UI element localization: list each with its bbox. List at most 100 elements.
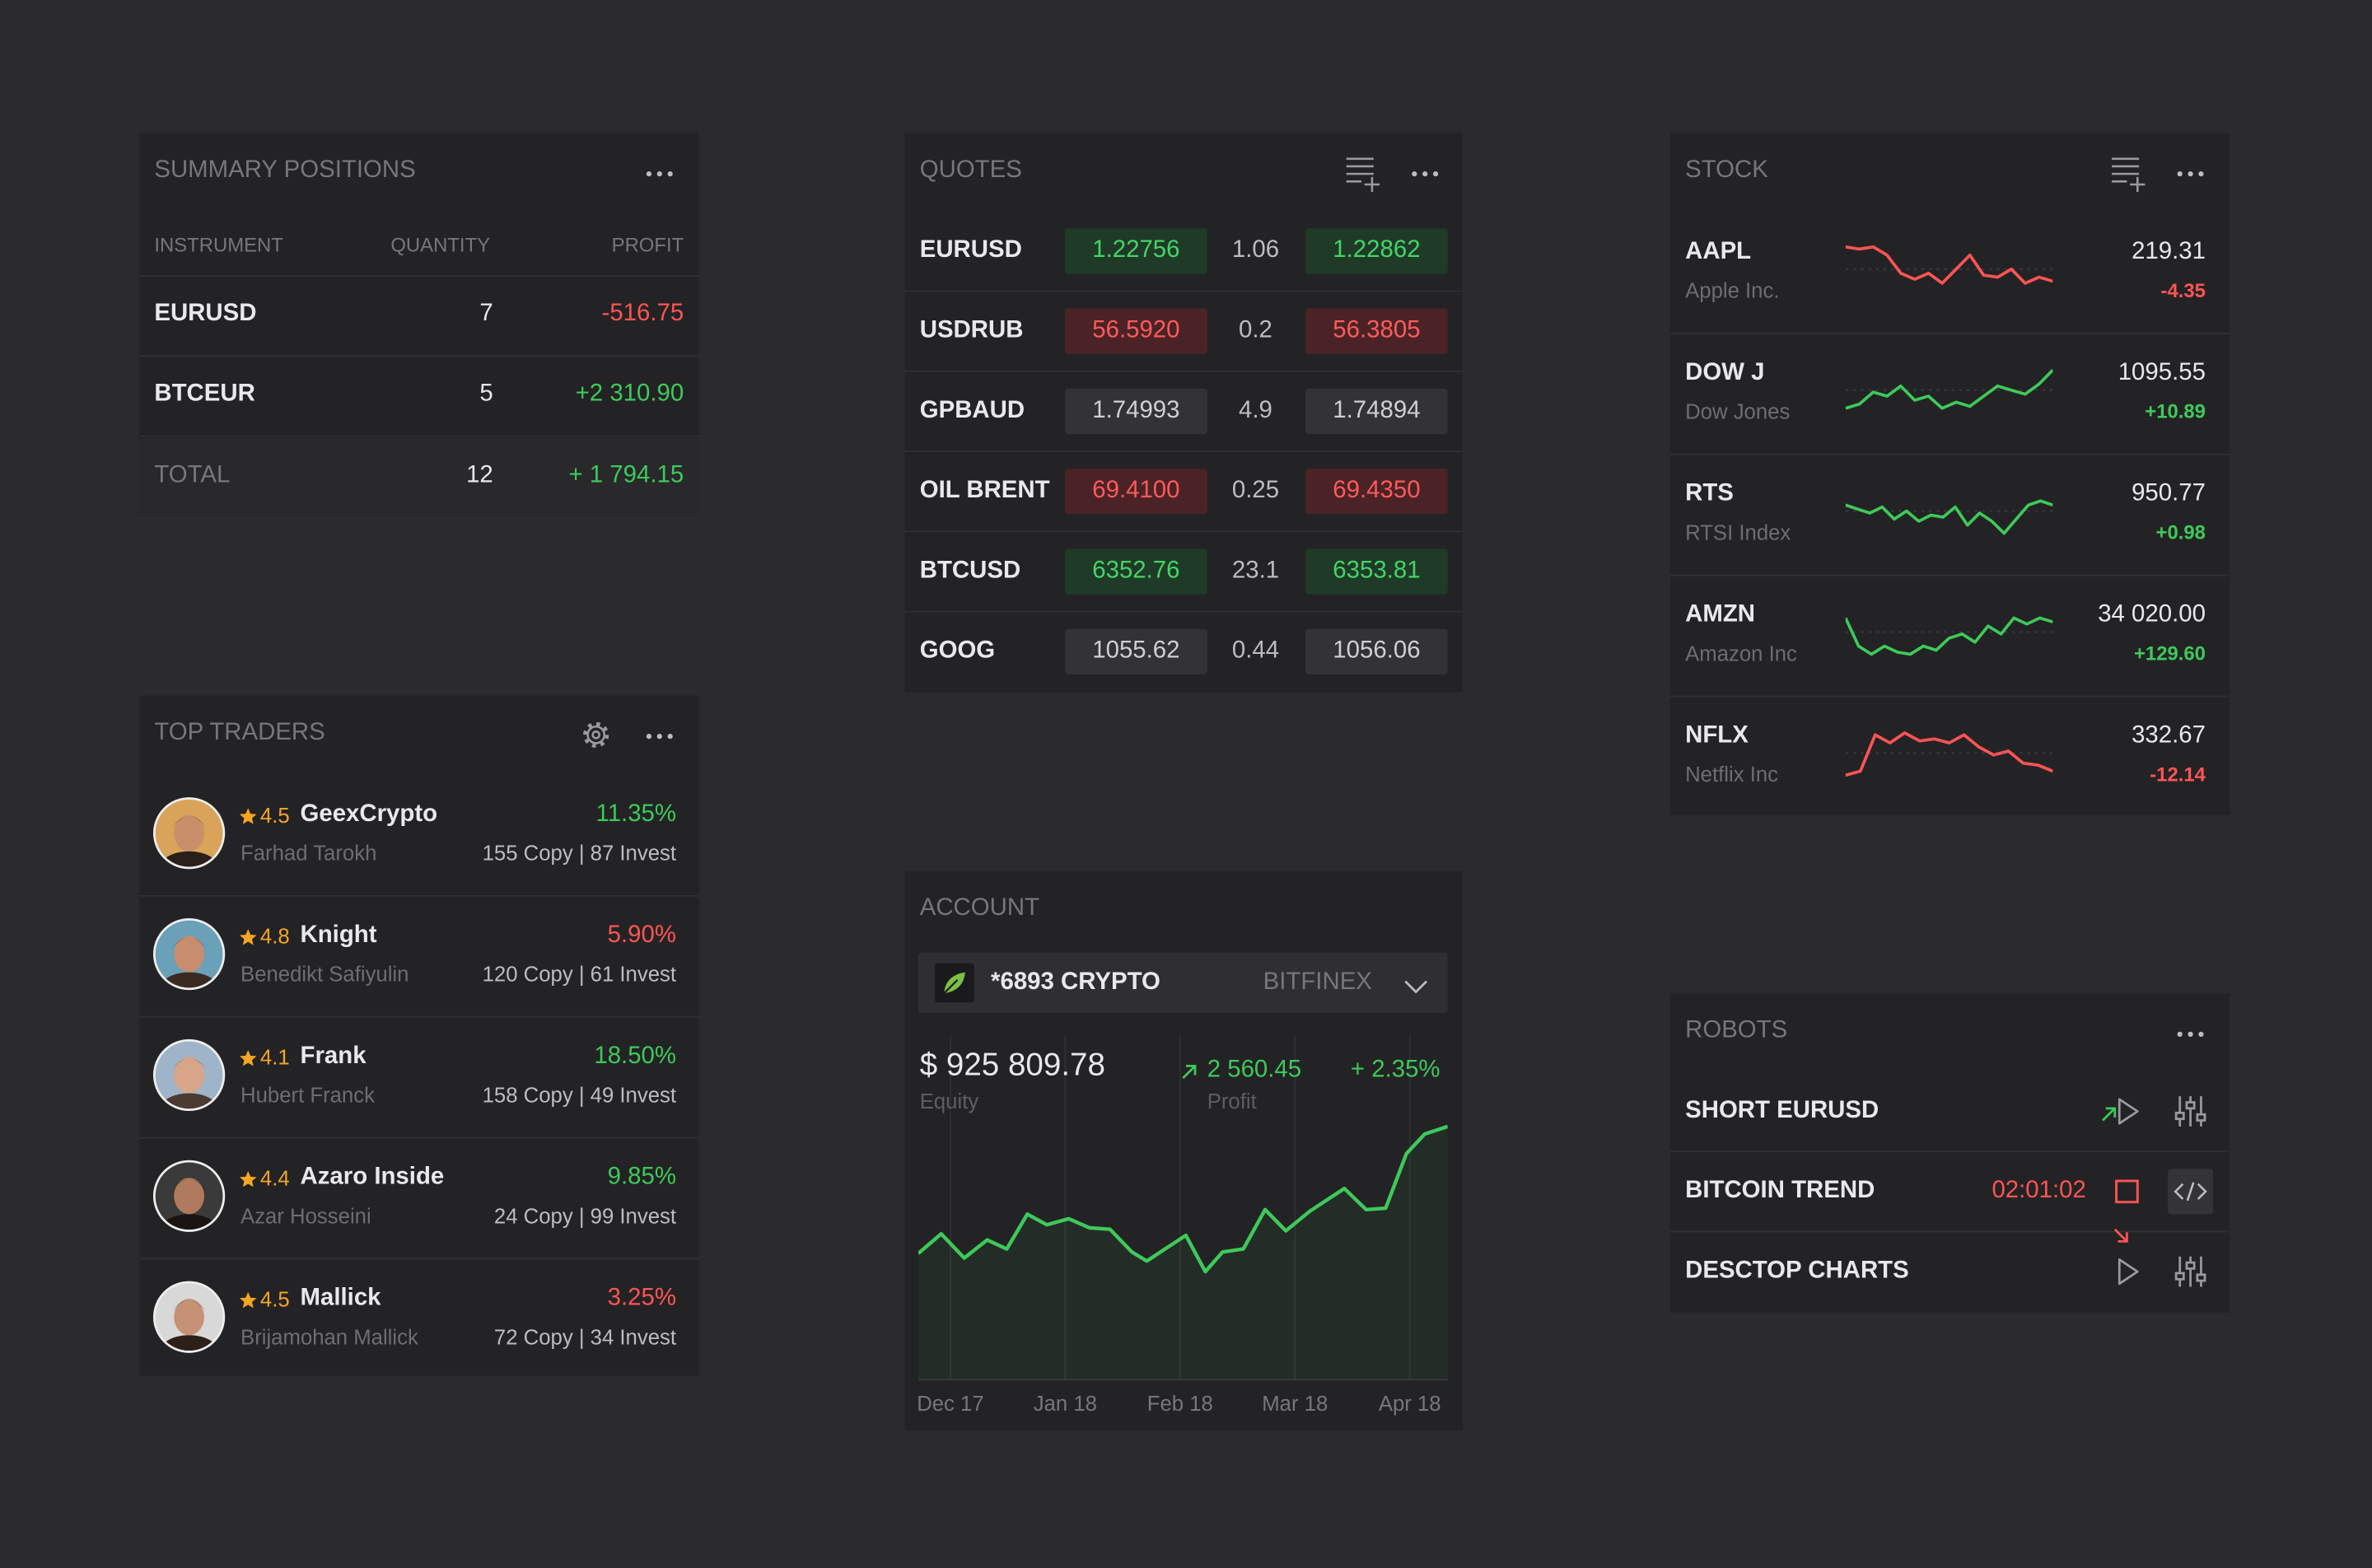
code-button-svg [2174,1182,2207,1202]
x-tick-label: Apr 18 [1378,1391,1441,1416]
row-divider [138,894,699,897]
avatar [152,1160,226,1232]
panel-title: STOCK [1685,156,1768,184]
profit: +2 310.90 [575,380,684,407]
account-dropdown[interactable] [918,952,1448,1014]
exchange-logo [935,963,974,1003]
dropdown-chevron[interactable] [1403,975,1428,994]
bid-cell [1065,388,1207,434]
rating-star-svg [239,1171,257,1188]
ask-cell [1305,388,1448,434]
spread: 4.9 [1239,397,1272,424]
bid: 56.5920 [1092,317,1180,343]
x-tick-label: Dec 17 [917,1391,984,1416]
row-divider [1669,1150,2230,1153]
trader-real-name: Hubert Franck [240,1082,375,1107]
spread: 0.25 [1231,478,1280,504]
sparkline-svg [1845,245,2053,285]
row-divider [138,1015,699,1018]
panel-title: ROBOTS [1685,1017,1788,1043]
stop-button-svg [2115,1179,2139,1204]
robot-name: BITCOIN TREND [1685,1178,1875,1204]
stop-button[interactable] [2115,1179,2139,1204]
play-button-svg [2118,1098,2139,1125]
price: 34 020.00 [2098,601,2206,628]
change: +10.89 [2145,399,2206,423]
panel-title: QUOTES [919,156,1022,184]
return: 3.25% [607,1285,677,1311]
add-list[interactable] [2110,154,2146,194]
equity-chart-svg [917,1035,1449,1381]
bid-cell [1065,548,1207,595]
trader-real-name: Farhad Tarokh [240,840,377,866]
bid-cell [1065,469,1207,515]
ask-cell [1305,548,1448,595]
more-menu[interactable] [644,726,675,744]
return: 9.85% [607,1164,677,1190]
ask: 1.22862 [1333,237,1421,264]
return: 11.35% [595,801,677,828]
rating: 4.5 [259,802,290,828]
ask: 1.74894 [1333,397,1421,424]
rating-star [239,1169,257,1188]
rating-star-svg [239,1291,257,1309]
panel-title: ACCOUNT [919,894,1040,922]
code-button[interactable] [2174,1179,2207,1203]
bid-cell [1065,228,1207,274]
trader-name: Azaro Inside [300,1164,445,1190]
company-name: RTSI Index [1685,520,1791,544]
row-divider [138,435,699,437]
ask-cell [1305,469,1448,515]
row-divider [1669,574,2230,576]
trend-arrow-svg [2113,1228,2128,1243]
settings-sliders[interactable] [2174,1094,2206,1127]
row-divider [1669,332,2230,334]
sparkline-svg [1845,731,2054,777]
trend-arrow [2099,1104,2118,1122]
line-area [918,1126,1448,1381]
avatar [152,797,226,870]
ask: 1056.06 [1333,637,1421,665]
sparkline-svg [1844,616,2053,656]
row-divider [904,290,1464,292]
play-button[interactable] [2112,1094,2142,1127]
account-name: *6893 CRYPTO [991,968,1160,996]
symbol: AMZN [1685,601,1756,628]
sparkline-line [1844,616,2053,656]
avatar-svg [152,797,226,870]
ask-cell [1305,228,1448,274]
equity-chart [917,1035,1449,1381]
settings-sliders[interactable] [2174,1255,2206,1288]
more-menu[interactable] [2175,1024,2206,1042]
company-name: Netflix Inc [1685,762,1779,786]
more-menu[interactable] [644,163,675,181]
total-profit: + 1 794.15 [568,462,684,489]
play-button[interactable] [2112,1255,2142,1288]
trend-arrow [2111,1225,2129,1243]
trader-name: Frank [300,1043,367,1070]
timer: 02:01:02 [1991,1178,2086,1204]
quotes-panel: QUOTES EURUSD 1.22756 1.06 1.22862 USDRUB 56.5… [904,133,1464,693]
more-menu[interactable] [2175,163,2206,181]
bid: 1.22756 [1092,237,1180,264]
price: 1095.55 [2118,359,2206,386]
top-traders-panel: TOP TRADERS 4.5 GeexCrypto Farhad Tarokh 11.… [138,695,699,1376]
add-list[interactable] [1345,154,1381,194]
bid: 6352.76 [1092,558,1180,584]
spread: 1.06 [1231,237,1280,264]
sparkline [1845,239,2053,299]
symbol: DOW J [1685,359,1765,386]
avatar [152,917,226,991]
rating-star [239,1048,257,1066]
more-menu[interactable] [1410,163,1440,181]
sparkline-line [1845,245,2053,285]
settings[interactable] [579,718,612,751]
exchange: BITFINEX [1263,968,1372,996]
trend-arrow [1180,1062,1198,1080]
symbol: GPBAUD [919,397,1025,424]
row-divider [1669,453,2230,455]
instrument: EURUSD [154,301,257,327]
account-panel: ACCOUNT *6893 CRYPTO BITFINEX Dec 17 Jan 18 F… [904,870,1464,1430]
profit: -516.75 [601,301,684,327]
settings-svg [583,721,609,748]
